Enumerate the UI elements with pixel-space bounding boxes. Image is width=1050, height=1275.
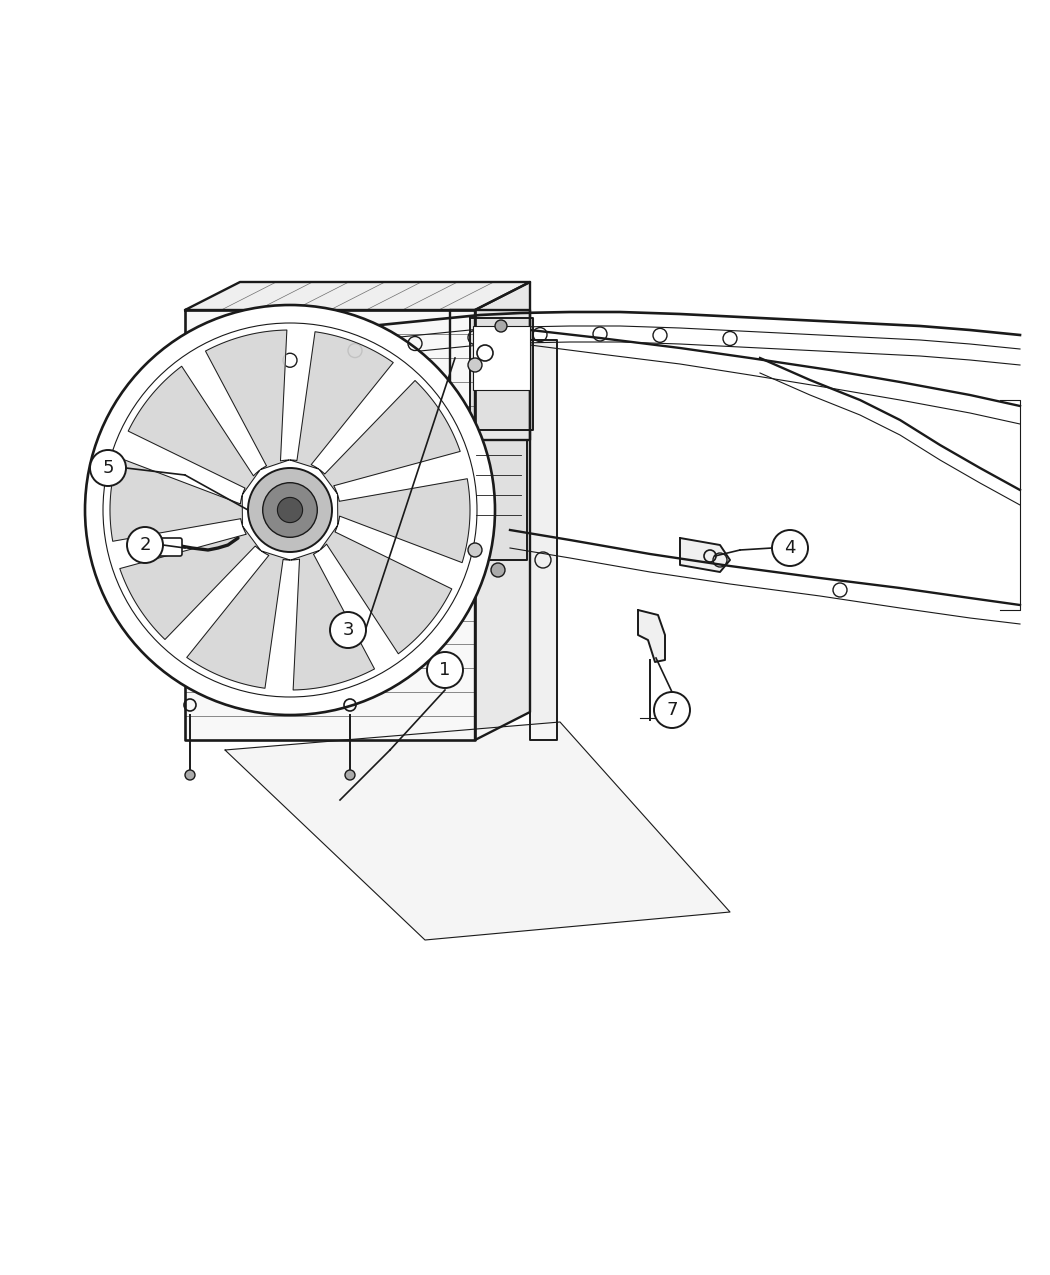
Circle shape (185, 770, 195, 780)
Polygon shape (187, 551, 290, 688)
Circle shape (654, 692, 690, 728)
Polygon shape (290, 332, 394, 469)
Polygon shape (337, 478, 470, 562)
Polygon shape (475, 282, 530, 740)
Polygon shape (638, 609, 665, 662)
Circle shape (262, 483, 317, 537)
Text: 3: 3 (342, 621, 354, 639)
Circle shape (427, 652, 463, 688)
Circle shape (90, 450, 126, 486)
Polygon shape (470, 317, 533, 430)
Polygon shape (206, 330, 289, 469)
Circle shape (491, 564, 505, 578)
Polygon shape (470, 440, 527, 560)
Text: 2: 2 (140, 536, 151, 555)
Circle shape (772, 530, 808, 566)
Polygon shape (530, 340, 556, 740)
Polygon shape (110, 458, 243, 542)
Circle shape (127, 527, 163, 564)
Text: 5: 5 (102, 459, 113, 477)
Text: 4: 4 (784, 539, 796, 557)
Polygon shape (320, 525, 452, 654)
FancyBboxPatch shape (262, 484, 318, 536)
Polygon shape (450, 310, 530, 440)
Circle shape (277, 497, 302, 523)
Polygon shape (185, 310, 475, 740)
Circle shape (495, 320, 507, 332)
Circle shape (85, 305, 495, 715)
Polygon shape (319, 380, 460, 493)
FancyBboxPatch shape (156, 538, 182, 556)
Text: 7: 7 (667, 701, 677, 719)
Polygon shape (225, 722, 730, 940)
FancyBboxPatch shape (472, 326, 530, 390)
Circle shape (468, 358, 482, 372)
Polygon shape (291, 551, 375, 690)
Polygon shape (680, 538, 730, 572)
Polygon shape (128, 366, 260, 495)
Polygon shape (120, 527, 260, 640)
Polygon shape (185, 282, 530, 310)
Circle shape (468, 543, 482, 557)
Circle shape (330, 612, 366, 648)
Text: 1: 1 (439, 660, 450, 680)
Circle shape (248, 468, 332, 552)
Circle shape (345, 770, 355, 780)
